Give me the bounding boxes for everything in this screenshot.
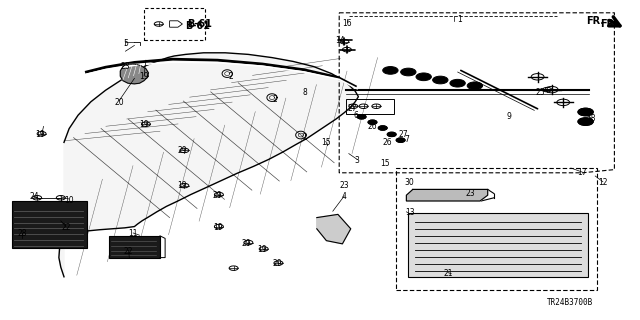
Text: TR24B3700B: TR24B3700B xyxy=(547,298,593,307)
Text: 19: 19 xyxy=(35,130,45,139)
Text: B-61: B-61 xyxy=(185,20,209,31)
Text: 2: 2 xyxy=(273,95,278,104)
Bar xyxy=(12,201,87,248)
Text: 15: 15 xyxy=(321,138,331,147)
Text: 6: 6 xyxy=(353,111,358,120)
Text: 30: 30 xyxy=(404,178,415,187)
Circle shape xyxy=(378,126,387,130)
Circle shape xyxy=(433,76,448,84)
Circle shape xyxy=(396,138,405,142)
Polygon shape xyxy=(120,64,148,84)
Text: 12: 12 xyxy=(598,178,607,187)
Text: 8: 8 xyxy=(302,88,307,97)
Text: 28: 28 xyxy=(18,229,27,238)
Circle shape xyxy=(387,132,396,137)
Text: 29: 29 xyxy=(177,146,188,155)
Text: 17: 17 xyxy=(577,168,588,177)
Text: 10: 10 xyxy=(64,196,74,204)
Text: 23: 23 xyxy=(465,189,476,198)
Polygon shape xyxy=(317,214,351,244)
Circle shape xyxy=(578,118,593,125)
Text: 29: 29 xyxy=(241,239,252,248)
Text: 2: 2 xyxy=(228,72,233,81)
Text: 25: 25 xyxy=(536,88,546,97)
Text: 15: 15 xyxy=(380,159,390,168)
Text: 13: 13 xyxy=(405,208,415,217)
Text: 23: 23 xyxy=(120,62,131,71)
Text: 29: 29 xyxy=(272,260,282,268)
Text: 23: 23 xyxy=(339,181,349,190)
Text: 3: 3 xyxy=(355,156,360,164)
Text: 19: 19 xyxy=(139,72,149,81)
Polygon shape xyxy=(406,189,488,201)
Circle shape xyxy=(450,79,465,87)
Text: 21: 21 xyxy=(444,269,452,278)
Bar xyxy=(109,236,160,258)
Text: 27: 27 xyxy=(398,130,408,139)
Text: 1: 1 xyxy=(457,15,462,24)
Text: 5: 5 xyxy=(123,39,128,48)
Text: 18: 18 xyxy=(587,114,596,123)
Text: FR.: FR. xyxy=(586,16,604,26)
Circle shape xyxy=(578,108,593,116)
Text: 9: 9 xyxy=(506,112,511,121)
Text: 29: 29 xyxy=(212,191,223,200)
Text: 22: 22 xyxy=(61,223,70,232)
Circle shape xyxy=(368,120,377,124)
Polygon shape xyxy=(59,53,358,277)
Bar xyxy=(396,168,597,290)
Text: B-61: B-61 xyxy=(188,19,212,29)
Text: 11: 11 xyxy=(129,229,138,238)
Circle shape xyxy=(383,67,398,74)
Circle shape xyxy=(467,82,483,90)
Text: 26: 26 xyxy=(367,122,377,131)
Text: 22: 22 xyxy=(124,247,133,256)
Text: 2: 2 xyxy=(302,133,307,142)
Text: 26: 26 xyxy=(382,138,392,147)
Text: 27: 27 xyxy=(348,104,358,113)
Text: 19: 19 xyxy=(139,120,149,129)
Text: 16: 16 xyxy=(342,19,352,28)
Text: 4: 4 xyxy=(342,192,347,201)
Text: 24: 24 xyxy=(29,192,39,201)
Bar xyxy=(408,213,588,277)
Text: 14: 14 xyxy=(335,36,345,44)
Text: 19: 19 xyxy=(212,223,223,232)
Bar xyxy=(346,99,394,114)
Polygon shape xyxy=(170,21,182,27)
Circle shape xyxy=(401,68,416,76)
Text: 19: 19 xyxy=(177,181,188,190)
Text: 20: 20 xyxy=(114,98,124,107)
Text: 7: 7 xyxy=(404,135,409,144)
Circle shape xyxy=(416,73,431,81)
Text: 19: 19 xyxy=(257,245,268,254)
Circle shape xyxy=(357,115,366,119)
Text: FR.: FR. xyxy=(600,19,618,29)
